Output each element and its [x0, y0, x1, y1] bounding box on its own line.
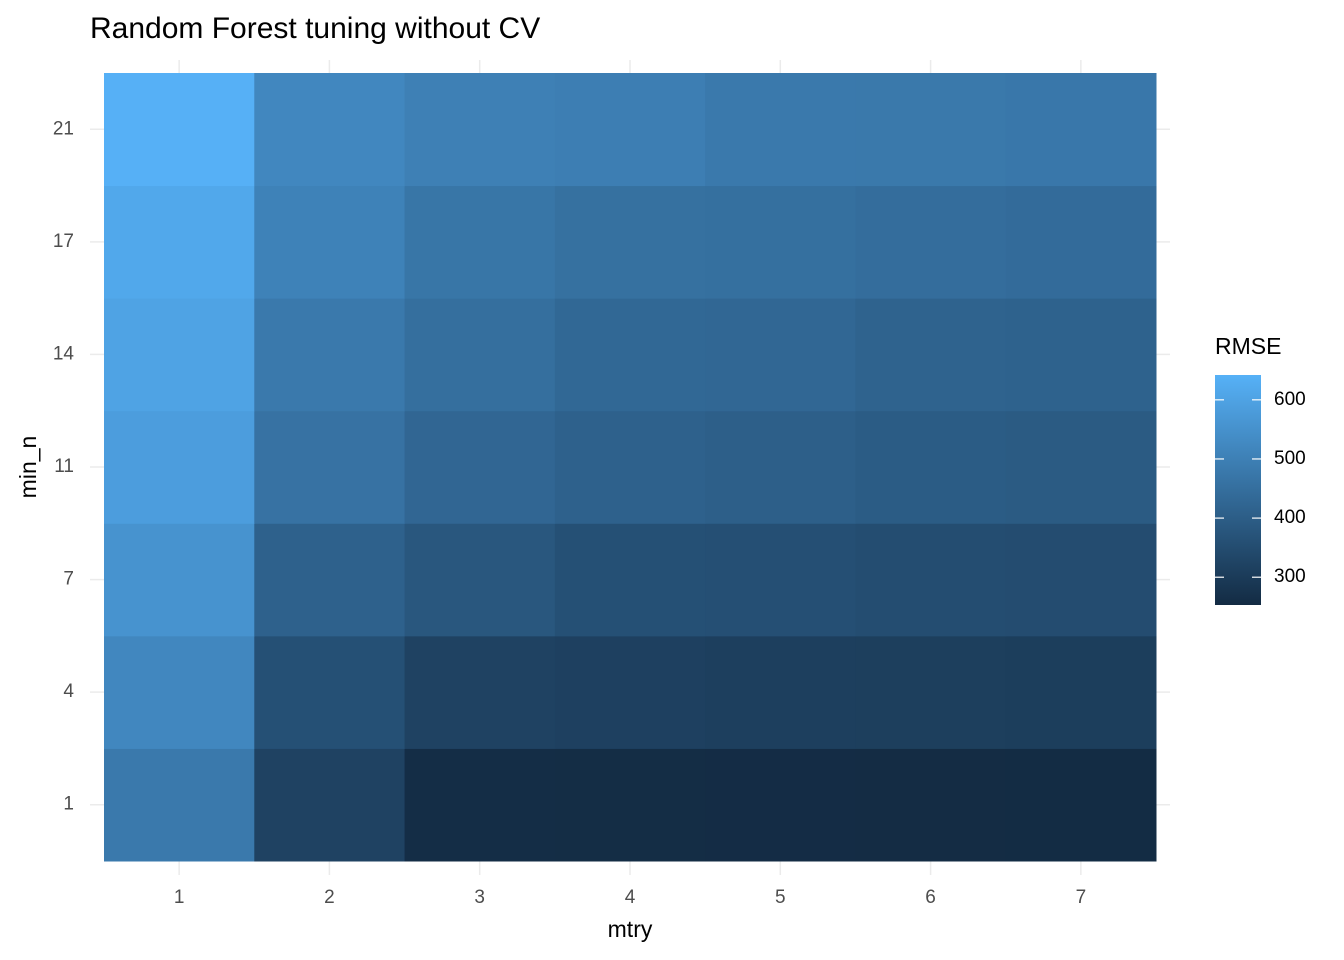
heat-cell — [855, 185, 1007, 299]
y-tick-label: 1 — [63, 794, 74, 815]
colorbar — [1215, 375, 1261, 605]
y-tick-label: 7 — [63, 569, 74, 590]
heat-cell — [554, 523, 706, 637]
heat-cell — [554, 298, 706, 412]
heat-cell — [705, 635, 856, 749]
heat-cell — [554, 410, 706, 524]
colorbar-tick-label: 500 — [1274, 448, 1306, 469]
heat-cell — [104, 635, 255, 749]
heat-cell — [705, 73, 856, 187]
heat-cell — [1005, 410, 1157, 524]
heat-cell — [705, 185, 856, 299]
heat-cell — [254, 73, 406, 187]
heat-cell — [104, 298, 255, 412]
heat-cell — [705, 748, 856, 862]
heat-cell — [554, 748, 706, 862]
heat-cell — [1005, 298, 1157, 412]
chart-title: Random Forest tuning without CV — [90, 12, 540, 45]
colorbar-tick-label: 400 — [1274, 507, 1306, 528]
heat-cell — [254, 523, 406, 637]
heat-cell — [855, 748, 1007, 862]
x-tick-label: 5 — [775, 887, 786, 908]
heat-cell — [855, 73, 1007, 187]
heat-cell — [254, 410, 406, 524]
heat-cell — [855, 523, 1007, 637]
heat-cell — [404, 73, 556, 187]
y-tick-label: 21 — [53, 118, 74, 139]
heat-cell — [705, 410, 856, 524]
heat-cell — [254, 185, 406, 299]
x-tick-label: 3 — [474, 887, 485, 908]
heat-cell — [404, 298, 556, 412]
y-tick-label: 4 — [63, 681, 74, 702]
y-tick-label: 17 — [53, 231, 74, 252]
heat-cell — [104, 73, 255, 187]
heat-cell — [254, 635, 406, 749]
heat-cell — [104, 410, 255, 524]
x-axis-title: mtry — [608, 916, 653, 942]
heat-cell — [855, 298, 1007, 412]
heat-cell — [554, 185, 706, 299]
x-tick-label: 6 — [925, 887, 936, 908]
heat-cell — [1005, 185, 1157, 299]
y-tick-label: 11 — [54, 456, 74, 477]
y-axis-title: min_n — [15, 436, 41, 499]
heat-cell — [404, 523, 556, 637]
heat-cell — [254, 298, 406, 412]
x-tick-label: 4 — [625, 887, 636, 908]
heat-cell — [104, 523, 255, 637]
legend-title: RMSE — [1215, 333, 1281, 359]
heat-cell — [1005, 523, 1157, 637]
heat-cell — [1005, 635, 1157, 749]
colorbar-tick-label: 600 — [1274, 389, 1306, 410]
heat-cell — [1005, 73, 1157, 187]
heat-cell — [104, 748, 255, 862]
heat-cell — [404, 410, 556, 524]
heat-cell — [705, 523, 856, 637]
y-tick-label: 14 — [53, 343, 75, 364]
heat-cell — [104, 185, 255, 299]
x-tick-label: 1 — [174, 887, 185, 908]
colorbar-tick-label: 300 — [1274, 566, 1306, 587]
heat-cell — [404, 635, 556, 749]
x-tick-label: 2 — [324, 887, 335, 908]
heat-cell — [404, 748, 556, 862]
heat-cell — [855, 410, 1007, 524]
heat-cell — [1005, 748, 1157, 862]
heat-cell — [404, 185, 556, 299]
heat-cell — [855, 635, 1007, 749]
heat-cell — [254, 748, 406, 862]
x-tick-label: 7 — [1076, 887, 1087, 908]
heat-cell — [554, 73, 706, 187]
heat-cell — [705, 298, 856, 412]
heat-cell — [554, 635, 706, 749]
